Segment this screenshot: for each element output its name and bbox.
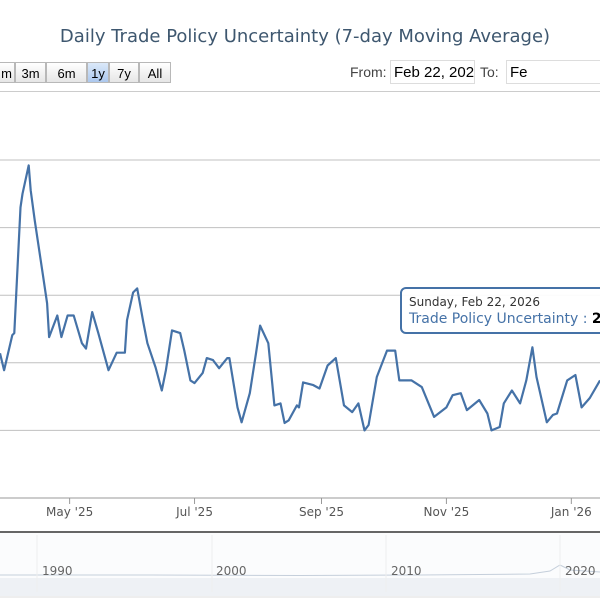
navigator-tick-label: 2010 (391, 564, 422, 578)
x-tick-label: Sep '25 (299, 505, 344, 519)
x-tick-label: May '25 (46, 505, 93, 519)
range-button-all[interactable]: All (139, 62, 171, 83)
range-divider (0, 91, 600, 92)
tooltip-date: Sunday, Feb 22, 2026 (409, 295, 541, 309)
navigator[interactable]: 1990 2000 2010 2020 (0, 531, 600, 598)
range-button-6m[interactable]: 6m (46, 62, 87, 83)
tooltip: Sunday, Feb 22, 2026 Trade Policy Uncert… (400, 287, 600, 334)
grid-lines (0, 159, 600, 431)
navigator-tick-label: 2020 (565, 564, 596, 578)
tooltip-series-name: Trade Policy Uncertainty : (409, 311, 588, 327)
navigator-series-line (0, 564, 600, 577)
range-button-7y[interactable]: 7y (109, 62, 139, 83)
x-tick-label: Jan '26 (550, 505, 592, 519)
navigator-tick-label: 1990 (42, 564, 73, 578)
from-date-input[interactable]: Feb 22, 2025 (390, 60, 475, 84)
x-tick-label: Jul '25 (175, 505, 213, 519)
to-label: To: (480, 64, 499, 80)
chart-title: Daily Trade Policy Uncertainty (7-day Mo… (59, 26, 551, 47)
tooltip-value: 2 (591, 311, 600, 327)
range-button-1y[interactable]: 1y (87, 62, 109, 83)
navigator-series-area (0, 578, 600, 596)
navigator-tick-label: 2000 (216, 564, 247, 578)
range-button-1m[interactable]: m (0, 62, 15, 83)
x-tick-label: Nov '25 (424, 505, 470, 519)
x-axis-ticks: May '25 Jul '25 Sep '25 Nov '25 Jan '26 (46, 498, 592, 519)
to-date-input[interactable]: Fe (506, 60, 600, 84)
from-label: From: (350, 64, 387, 80)
range-button-3m[interactable]: 3m (15, 62, 46, 83)
series-line-trade-policy-uncertainty (0, 164, 600, 432)
